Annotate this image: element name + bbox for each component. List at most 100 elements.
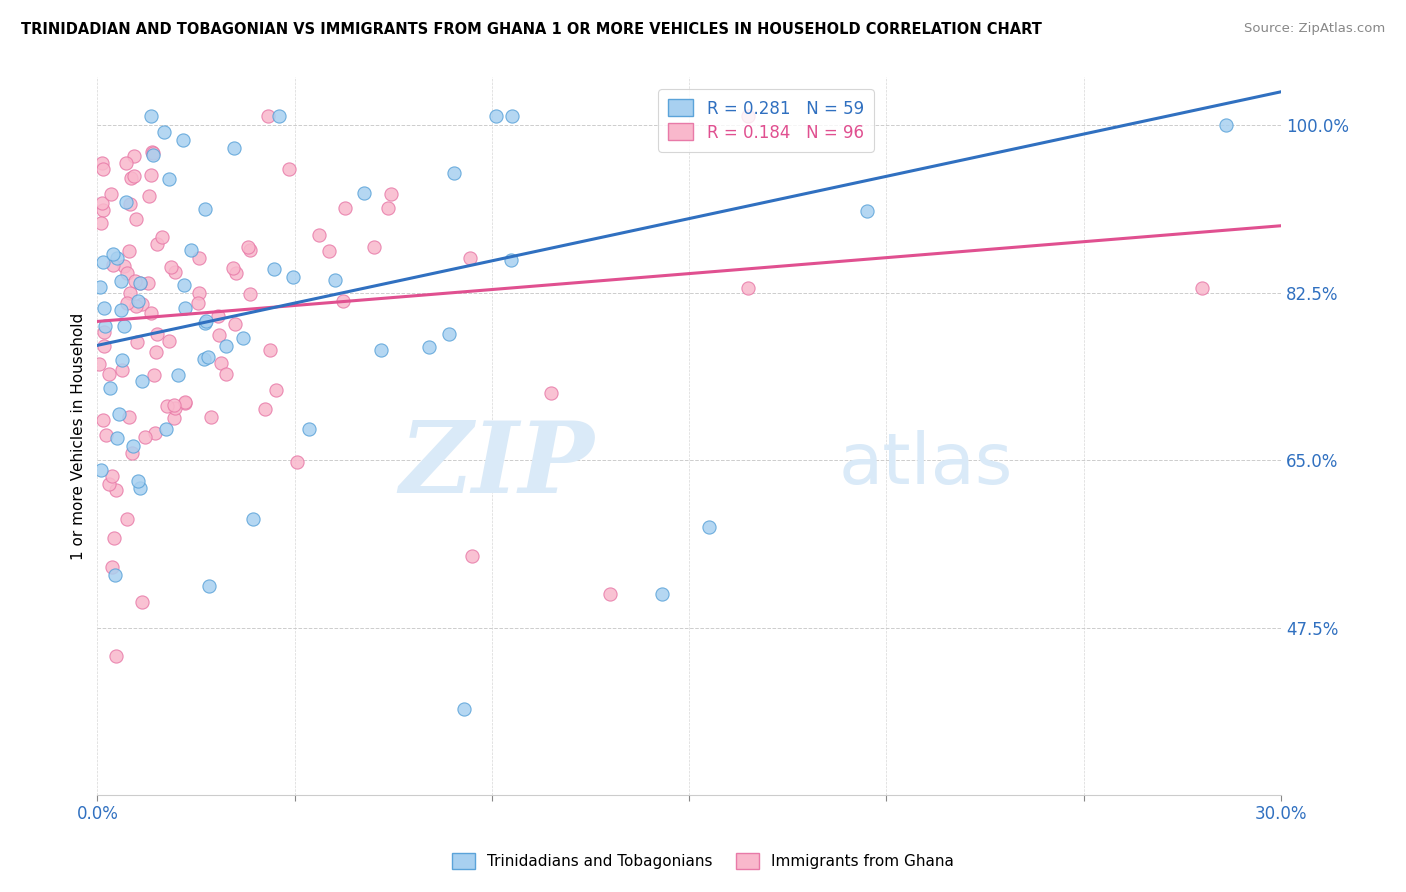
Point (200, 409, 222, 424)
Point (122, 149, 145, 163)
Point (141, 145, 163, 159)
Point (165, 401, 187, 416)
Point (737, 109, 759, 123)
Point (142, 368, 165, 383)
Point (118, 285, 141, 300)
Point (418, 340, 440, 354)
Point (222, 260, 245, 275)
Point (90, 216, 112, 230)
Point (110, 352, 132, 367)
Legend: R = 0.281   N = 59, R = 0.184   N = 96: R = 0.281 N = 59, R = 0.184 N = 96 (658, 89, 873, 152)
Point (105, 648, 128, 663)
Point (298, 422, 321, 436)
Point (263, 261, 285, 276)
Point (855, 204, 877, 219)
Point (129, 482, 152, 496)
Point (118, 410, 141, 425)
Point (172, 133, 194, 147)
Point (131, 374, 153, 388)
Point (121, 171, 143, 186)
Point (443, 166, 465, 180)
Point (737, 281, 759, 295)
Point (94, 318, 117, 333)
Point (134, 430, 156, 444)
Point (131, 595, 153, 609)
Point (198, 579, 221, 593)
Point (136, 277, 159, 291)
Point (1191, 281, 1213, 295)
Point (103, 531, 125, 545)
Point (115, 295, 138, 310)
Legend: Trinidadians and Tobagonians, Immigrants from Ghana: Trinidadians and Tobagonians, Immigrants… (446, 847, 960, 875)
Point (110, 302, 132, 317)
Point (215, 339, 238, 353)
Point (150, 230, 173, 244)
Point (239, 243, 262, 257)
Point (461, 549, 484, 563)
Point (257, 109, 280, 123)
Point (188, 251, 211, 265)
Point (129, 276, 152, 290)
Point (239, 287, 262, 301)
Point (127, 293, 149, 308)
Point (112, 319, 135, 334)
Point (173, 277, 195, 292)
Point (163, 411, 186, 425)
Point (101, 560, 124, 574)
Point (318, 244, 340, 259)
Point (353, 186, 375, 201)
Point (90, 463, 112, 477)
Text: atlas: atlas (839, 431, 1014, 500)
Point (599, 587, 621, 601)
Point (208, 327, 231, 342)
Point (114, 260, 136, 274)
Point (370, 343, 392, 357)
Point (107, 430, 129, 444)
Point (104, 483, 127, 497)
Point (118, 196, 141, 211)
Point (108, 407, 131, 421)
Point (87, 358, 110, 372)
Point (155, 422, 177, 436)
Point (485, 109, 508, 123)
Point (238, 240, 260, 254)
Point (225, 266, 247, 280)
Point (93, 339, 115, 353)
Point (100, 469, 122, 483)
Point (127, 335, 149, 350)
Point (232, 330, 254, 344)
Point (377, 201, 399, 215)
Point (224, 317, 246, 331)
Text: Source: ZipAtlas.com: Source: ZipAtlas.com (1244, 22, 1385, 36)
Point (159, 172, 181, 186)
Point (380, 186, 402, 201)
Point (118, 244, 141, 258)
Point (325, 273, 347, 287)
Point (335, 202, 357, 216)
Point (91, 196, 114, 211)
Point (146, 236, 169, 251)
Point (153, 125, 176, 139)
Point (141, 306, 163, 320)
Point (165, 265, 187, 279)
Point (127, 475, 149, 489)
Point (163, 398, 186, 412)
Point (651, 587, 673, 601)
Point (107, 251, 129, 265)
Point (104, 568, 127, 582)
Point (115, 156, 138, 170)
Point (93, 301, 115, 316)
Point (101, 246, 124, 260)
Point (141, 109, 163, 123)
Point (89, 280, 111, 294)
Point (125, 212, 148, 227)
Point (110, 274, 132, 288)
Point (332, 294, 354, 309)
Point (194, 316, 217, 330)
Point (114, 194, 136, 209)
Point (97, 476, 120, 491)
Point (187, 285, 209, 300)
Point (91, 413, 114, 427)
Point (142, 146, 165, 161)
Point (174, 396, 197, 410)
